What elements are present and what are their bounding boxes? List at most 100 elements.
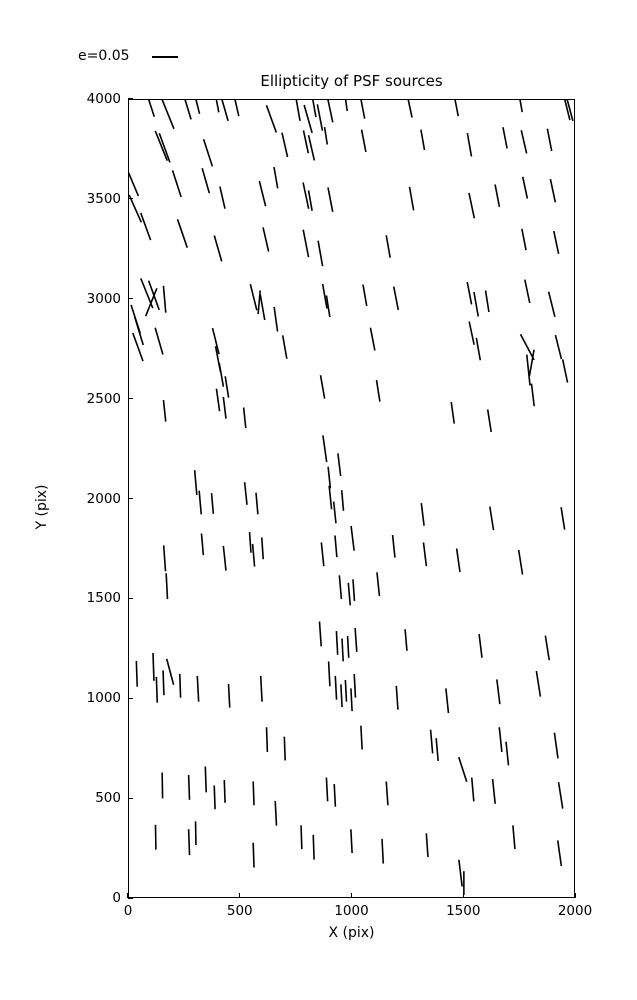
psf-whisker [553,230,560,255]
psf-whisker [262,227,270,252]
psf-whisker [307,190,313,211]
psf-whisker [521,228,527,251]
psf-whisker [307,135,316,161]
psf-whisker [475,337,482,361]
x-tick-label: 1500 [446,903,481,919]
psf-whisker [196,675,200,702]
psf-whisker [221,100,229,122]
psf-whisker [165,658,175,686]
psf-whisker [176,219,189,248]
psf-whisker [154,130,168,161]
psf-whisker [162,285,167,313]
psf-whisker [486,409,493,433]
y-tick-label: 2500 [86,390,121,407]
psf-whisker [248,531,252,553]
y-tick-mark [128,697,133,699]
psf-whisker [346,636,350,658]
psf-whisker [316,104,324,131]
psf-whisker [154,327,164,355]
psf-whisker [381,838,385,864]
psf-whisker [134,317,144,346]
psf-whisker [478,634,483,658]
psf-whisker [323,127,329,145]
psf-whisker [554,334,563,360]
psf-whisker [344,100,348,112]
psf-whisker [252,842,255,868]
psf-whisker [139,212,152,241]
psf-whisker [224,376,230,398]
psf-whisker [519,100,523,113]
psf-whisker [327,661,331,687]
psf-whisker [435,738,439,761]
psf-whisker [273,306,279,332]
psf-whisker [187,829,191,856]
psf-whisker [222,396,227,419]
y-tick-label: 500 [95,790,121,807]
y-tick-label: 1500 [86,590,121,607]
psf-whisker [227,683,231,708]
psf-whisker [473,291,480,317]
psf-whisker [546,128,553,152]
psf-whisker [360,100,366,119]
psf-whisker [327,187,334,212]
psf-whisker [184,100,192,120]
psf-whisker [259,294,266,321]
y-tick-label: 1000 [86,690,121,707]
psf-whisker [274,800,278,826]
psf-whisker [498,727,503,753]
psf-whisker [450,401,456,424]
psf-whisker [327,466,332,489]
x-tick-mark [574,893,576,898]
psf-whisker [391,534,396,558]
psf-whisker [484,290,490,313]
y-tick-mark [128,897,133,899]
psf-whisker [162,545,167,572]
psf-whisker [312,100,317,118]
psf-whisker [144,288,158,317]
psf-whisker [454,100,460,117]
psf-whisker [360,725,363,750]
psf-whisker [392,286,400,311]
psf-whisker [494,184,501,207]
psf-whisker [213,785,216,810]
psf-whisker [338,575,343,600]
psf-whisker [350,829,353,854]
psf-whisker [211,327,220,355]
psf-whisker [468,192,476,219]
psf-whisker [249,284,258,311]
psf-whisker [162,399,167,422]
psf-whisker [302,229,310,258]
psf-whisker [445,688,450,714]
psf-whisker [408,186,415,211]
psf-whisker [530,383,536,407]
psf-whisker [376,572,381,597]
psf-whisker [319,375,326,399]
psf-whisker [525,354,531,386]
psf-whisker [193,470,198,495]
psf-whisker [521,176,529,199]
psf-whisker [147,280,160,311]
x-tick-label: 1000 [334,903,369,919]
psf-whisker [318,621,323,647]
psf-whisker [404,629,408,651]
psf-whisker [152,652,155,681]
psf-whisker [161,100,175,130]
y-tick-label: 4000 [86,91,121,107]
psf-whisker [265,727,269,753]
psf-whisker [458,756,468,783]
psf-whisker [502,127,508,149]
psf-whisker [362,284,368,307]
psf-whisker [458,859,463,887]
psf-whisker [135,660,139,687]
y-tick-label: 2000 [86,490,121,507]
psf-whisker [195,100,201,114]
psf-whisker [455,548,461,573]
psf-whisker [564,100,571,121]
psf-whisker [517,549,524,575]
psf-whisker [258,180,267,207]
psf-whisker [561,359,569,383]
psf-whisker [337,453,342,477]
psf-whisker [210,493,215,514]
psf-whisker [425,833,429,858]
psf-whisker [215,388,221,412]
